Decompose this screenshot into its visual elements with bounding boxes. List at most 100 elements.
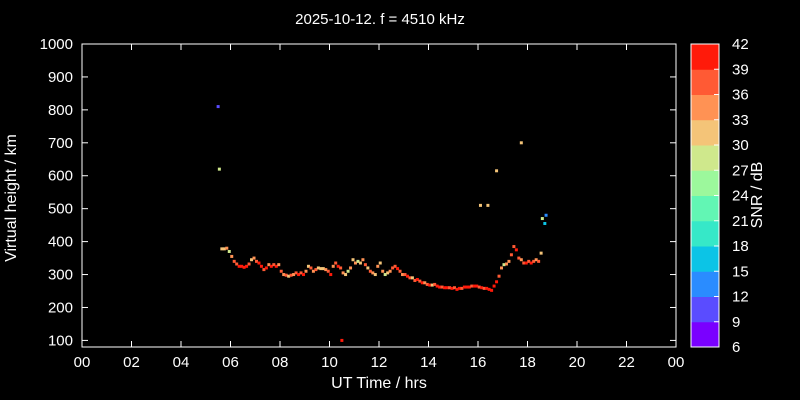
y-tick-label: 1000 (40, 36, 73, 53)
colorbar-segment (691, 44, 719, 70)
data-point (222, 247, 226, 251)
data-point (306, 264, 310, 268)
data-point (452, 286, 456, 290)
colorbar-tick-label: 42 (732, 36, 749, 53)
data-point (540, 217, 544, 221)
data-point (408, 276, 412, 280)
data-point (445, 286, 449, 290)
y-tick-label: 100 (48, 332, 73, 349)
data-point (509, 253, 513, 257)
x-tick-label: 06 (222, 354, 239, 371)
data-point (420, 281, 424, 285)
data-point (340, 338, 344, 342)
data-point (418, 279, 422, 283)
data-point (358, 261, 362, 265)
data-point (482, 286, 486, 290)
data-point (289, 273, 293, 277)
data-point (462, 285, 466, 289)
data-point (361, 258, 365, 262)
data-point (502, 263, 506, 267)
data-point (477, 285, 481, 289)
data-point (467, 285, 471, 289)
colorbar-segment (691, 145, 719, 171)
data-point (314, 268, 318, 272)
colorbar-tick-label: 15 (732, 263, 749, 280)
y-tick-label: 700 (48, 135, 73, 152)
y-tick-label: 500 (48, 201, 73, 218)
data-point (381, 269, 385, 273)
data-point (259, 264, 263, 268)
data-point (331, 264, 335, 268)
x-tick-label: 02 (123, 354, 140, 371)
x-tick-label: 18 (519, 354, 536, 371)
data-point (349, 266, 353, 270)
data-point (245, 264, 249, 268)
data-point (398, 269, 402, 273)
data-point (410, 276, 414, 280)
x-tick-label: 10 (321, 354, 338, 371)
data-point (386, 271, 390, 275)
data-point (475, 284, 479, 288)
data-point (486, 203, 490, 207)
colorbar-segment (691, 296, 719, 323)
colorbar-segment (691, 94, 719, 121)
colorbar-tick-label: 6 (732, 339, 740, 356)
data-point (227, 249, 231, 253)
data-point (264, 266, 268, 270)
colorbar-segment (691, 69, 719, 95)
data-point (216, 105, 220, 109)
data-point (267, 263, 271, 267)
data-point (334, 261, 338, 265)
x-tick-label: 00 (74, 354, 91, 371)
data-point (287, 274, 291, 278)
plot-frame (81, 43, 677, 348)
data-point (403, 273, 407, 277)
data-point (529, 261, 533, 265)
data-point (487, 287, 491, 291)
data-point (232, 259, 236, 263)
data-point (353, 261, 357, 265)
data-point (465, 285, 469, 289)
y-tick-label: 800 (48, 102, 73, 119)
colorbar-tick-label: 30 (732, 137, 749, 154)
data-point (279, 269, 283, 273)
data-point (450, 286, 454, 290)
data-point (294, 271, 298, 275)
data-point (480, 286, 484, 290)
data-point (368, 269, 372, 273)
data-point (393, 264, 397, 268)
data-point (363, 263, 367, 267)
data-point (376, 264, 380, 268)
data-point (478, 203, 482, 207)
data-point (250, 258, 254, 262)
data-point (440, 285, 444, 289)
data-point (517, 256, 521, 260)
data-point (500, 266, 504, 270)
data-point (274, 264, 278, 268)
x-tick-label: 08 (272, 354, 289, 371)
data-point (304, 269, 308, 273)
data-point (237, 264, 241, 268)
data-point (428, 283, 432, 287)
colorbar-segment (691, 220, 719, 247)
data-point (413, 278, 417, 282)
x-tick-label: 20 (569, 354, 586, 371)
data-point (240, 264, 244, 268)
data-point (470, 284, 474, 288)
colorbar-segment (691, 271, 719, 297)
data-point (220, 247, 224, 251)
data-point (524, 261, 528, 265)
data-point (329, 273, 333, 277)
colorbar-tick-label: 36 (732, 87, 749, 104)
data-point (339, 266, 343, 270)
data-point (455, 287, 459, 291)
x-tick-label: 22 (618, 354, 635, 371)
data-point (321, 267, 325, 271)
data-point (344, 273, 348, 277)
data-point (534, 258, 538, 262)
data-point (512, 245, 516, 249)
x-tick-label: 12 (371, 354, 388, 371)
data-point (297, 273, 301, 277)
x-axis-label: UT Time / hrs (331, 375, 427, 392)
data-point (225, 246, 229, 250)
